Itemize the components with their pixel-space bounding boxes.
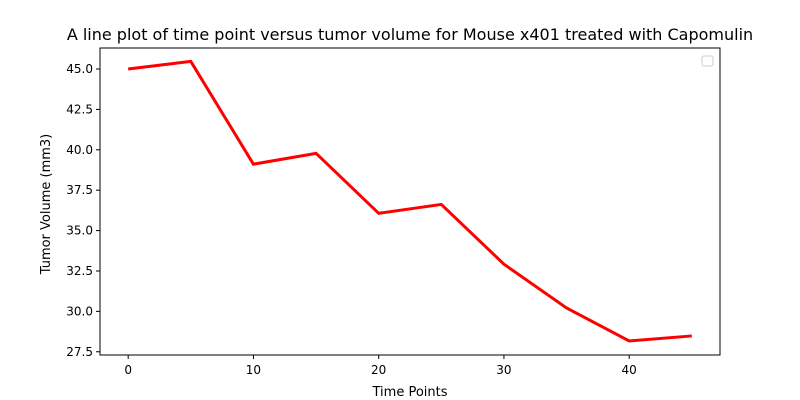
series-line [128, 59, 692, 343]
y-tick-label: 45.0 [66, 62, 93, 76]
x-axis-label: Time Points [372, 385, 448, 400]
plot-area: 0 10 20 30 40 27.5 30.0 32.5 35.0 37.5 40.0 42.5 45.… [66, 47, 721, 377]
y-tick-label: 32.5 [66, 264, 93, 278]
chart-title: A line plot of time point versus tumor v… [67, 25, 753, 44]
x-tick-label: 20 [371, 363, 386, 377]
y-tick-label: 37.5 [66, 183, 93, 197]
x-tick-label: 10 [246, 363, 261, 377]
x-tick-label: 30 [496, 363, 511, 377]
y-tick-label: 42.5 [66, 102, 93, 116]
x-tick-label: 40 [622, 363, 637, 377]
x-tick-label: 0 [124, 363, 132, 377]
y-axis-label: Tumor Volume (mm3) [39, 134, 54, 276]
legend-box [701, 55, 714, 67]
y-tick-label: 30.0 [66, 304, 93, 318]
y-tick-label: 40.0 [66, 143, 93, 157]
plot-frame [99, 47, 721, 356]
y-tick-label: 35.0 [66, 224, 93, 238]
y-tick-label: 27.5 [66, 345, 93, 359]
